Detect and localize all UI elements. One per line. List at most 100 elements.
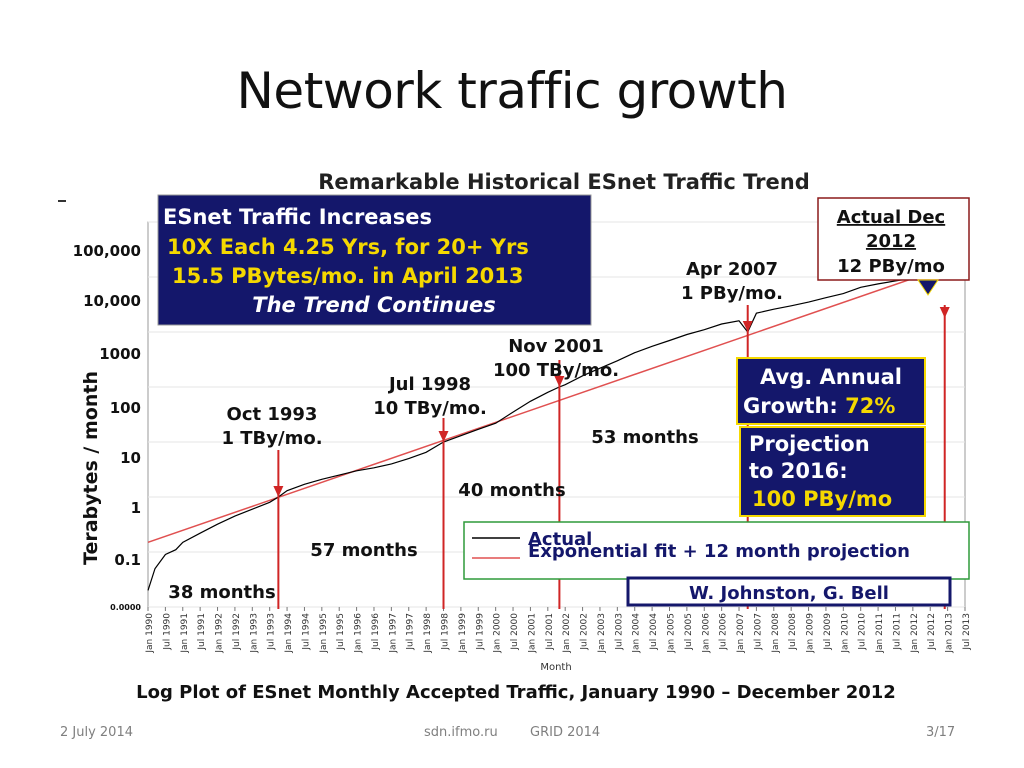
traffic-chart: Remarkable Historical ESnet Traffic Tren… [73, 170, 972, 703]
series-line-fit [147, 259, 966, 544]
legend-label-actual: Actual [528, 529, 592, 550]
projection-box-line3: 100 PBy/mo [752, 487, 892, 511]
growth-value: 72% [845, 394, 895, 418]
x-tick-label: Jul 1996 [371, 613, 381, 651]
x-tick-label: Jan 1999 [458, 613, 468, 654]
marker-arrowhead [438, 431, 449, 442]
interval-label: 38 months [168, 582, 275, 603]
x-tick-label: Jan 2000 [493, 613, 503, 654]
y-tick-label: 1000 [99, 345, 141, 363]
chart-caption: Log Plot of ESnet Monthly Accepted Traff… [136, 682, 896, 703]
actual-box-line3: 12 PBy/mo [837, 256, 945, 277]
y-tick-label: 10 [120, 449, 141, 467]
esnet-box-rate: 10X Each 4.25 Yrs, for 20+ Yrs [167, 235, 529, 259]
marker-label-volume: 10 TBy/mo. [373, 398, 487, 419]
marker-arrowhead [554, 376, 565, 387]
footer-page-number: 3/17 [926, 725, 956, 740]
x-tick-label: Jul 2011 [892, 613, 902, 651]
x-tick-label: Jul 2006 [719, 613, 729, 651]
projection-box-line2: to 2016: [749, 459, 848, 483]
actual-dec-box [817, 197, 970, 281]
x-tick-label: Jan 2008 [771, 613, 781, 654]
x-tick-label: Jul 2005 [684, 613, 694, 651]
x-tick-label: Jan 1997 [388, 613, 398, 654]
x-tick-label: Jul 2004 [649, 613, 659, 651]
x-tick-label: Jan 2011 [875, 613, 885, 654]
x-tick-label: Jan 2002 [562, 613, 572, 654]
actual-box-line1: Actual Dec [837, 207, 945, 228]
footer-date: 2 July 2014 [60, 725, 133, 740]
x-tick-label: Jan 2006 [701, 613, 711, 654]
legend-label-fit: Exponential fit + 12 month projection [528, 541, 910, 562]
marker-label-date: Jul 1998 [387, 374, 471, 395]
esnet-box-trend: The Trend Continues [252, 293, 495, 317]
x-tick-label: Jul 2001 [545, 613, 555, 651]
marker-arrowhead [273, 486, 284, 497]
marker-label-volume: 1 TBy/mo. [221, 428, 322, 449]
x-tick-label: Jan 2004 [632, 613, 642, 654]
x-tick-label: Jan 2009 [806, 613, 816, 654]
marker-label-volume: 100 TBy/mo. [493, 360, 619, 381]
x-tick-label: Jul 2002 [580, 613, 590, 651]
x-tick-label: Jul 2008 [788, 613, 798, 651]
x-tick-label: Jul 1999 [475, 613, 485, 651]
x-tick-label: Jan 1993 [249, 613, 259, 654]
projection-box-line1: Projection [749, 432, 870, 456]
marker-label-volume: 1 PBy/mo. [681, 283, 783, 304]
bullet-dash [58, 200, 66, 202]
footer-event: GRID 2014 [530, 725, 601, 740]
y-axis-label: Terabytes / month [80, 371, 102, 565]
y-tick-label: 100,000 [73, 242, 141, 260]
credit-text: W. Johnston, G. Bell [689, 583, 889, 604]
series-line-actual [147, 272, 945, 591]
x-tick-label: Jul 1990 [162, 613, 172, 651]
growth-box [736, 357, 926, 425]
credit-box [626, 576, 952, 607]
marker-arrowhead [742, 321, 753, 332]
x-tick-label: Jan 2013 [945, 613, 955, 654]
x-tick-label: Jul 1992 [232, 613, 242, 651]
x-tick-label: Jul 2003 [614, 613, 624, 651]
x-tick-label: Jul 1998 [441, 613, 451, 651]
x-tick-label: Jul 1995 [336, 613, 346, 651]
chart-title: Remarkable Historical ESnet Traffic Tren… [318, 170, 810, 194]
esnet-box-volume: 15.5 PBytes/mo. in April 2013 [172, 264, 524, 288]
page-title: Network traffic growth [236, 62, 788, 120]
x-tick-label: Jul 1997 [406, 613, 416, 651]
esnet-box-heading: ESnet Traffic Increases [163, 205, 432, 229]
x-tick-label: Jan 2007 [736, 613, 746, 654]
actual-box-line2: 2012 [866, 231, 916, 252]
y-tick-label: 10,000 [83, 292, 141, 310]
x-tick-label: Jan 2003 [597, 613, 607, 654]
footer-site: sdn.ifmo.ru [424, 725, 498, 740]
x-tick-label: Jul 2007 [753, 613, 763, 651]
x-tick-label: Jul 2009 [823, 613, 833, 651]
x-tick-label: Jul 2013 [962, 613, 972, 651]
x-tick-label: Jan 1994 [284, 613, 294, 654]
y-tick-label: 100 [110, 399, 141, 417]
x-tick-label: Jul 1994 [301, 613, 311, 651]
x-tick-label: Jul 2012 [927, 613, 937, 651]
x-tick-label: Jul 2000 [510, 613, 520, 651]
x-tick-label: Jul 1991 [197, 613, 207, 651]
interval-label: 40 months [458, 480, 565, 501]
x-tick-label: Jan 2012 [910, 613, 920, 654]
growth-box-heading: Avg. Annual [760, 365, 902, 389]
growth-box-label: Growth: 72% [743, 394, 895, 418]
projection-box [739, 426, 926, 517]
marker-arrowhead [939, 307, 950, 318]
x-tick-label: Jan 1992 [215, 613, 225, 654]
y-tick-label: 0.1 [114, 551, 141, 569]
y-tick-label: 0.0000 [110, 603, 141, 612]
x-tick-label: Jan 1996 [354, 613, 364, 654]
marker-label-date: Oct 1993 [227, 404, 318, 425]
growth-label-text: Growth: [743, 394, 845, 418]
interval-label: 57 months [310, 540, 417, 561]
x-axis-label: Month [540, 662, 571, 673]
interval-label: 53 months [591, 427, 698, 448]
marker-label-date: Nov 2001 [508, 336, 604, 357]
legend-box [463, 521, 970, 580]
x-tick-label: Jan 2001 [527, 613, 537, 654]
x-tick-label: Jan 2005 [666, 613, 676, 654]
y-tick-label: 1 [131, 499, 141, 517]
